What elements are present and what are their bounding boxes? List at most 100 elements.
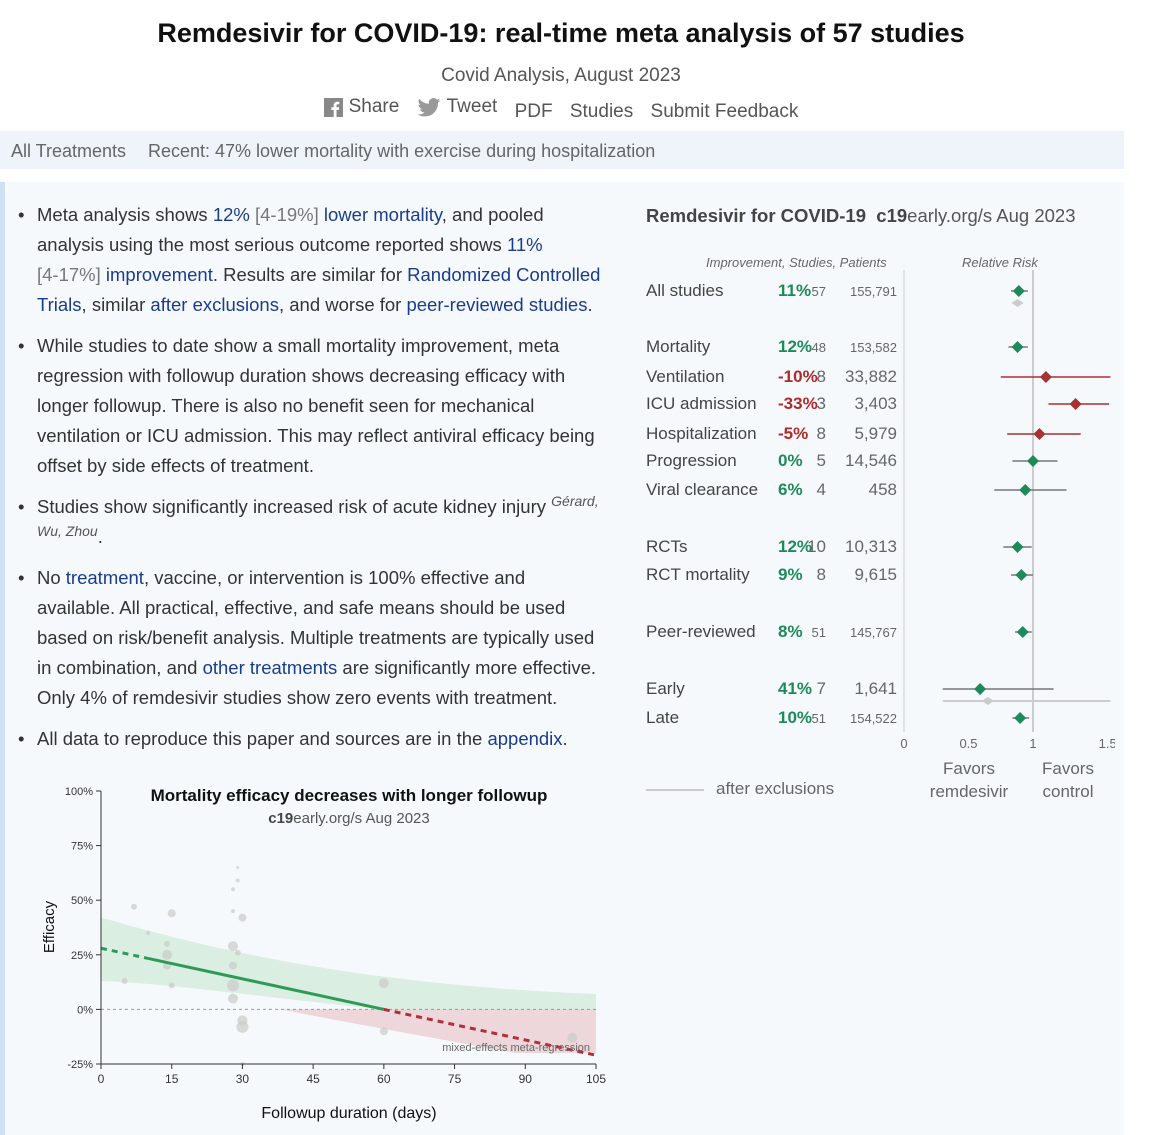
forest-row: ICU admission -33% 3 3,403 [646,394,897,418]
forest-point-marker [1014,712,1027,724]
forest-row-name: All studies [646,281,724,300]
forest-row-studies: 51 [811,625,826,640]
treatment-link[interactable]: treatment [65,567,144,588]
favors-treatment-label: Favors remdesivir [925,757,1013,803]
tweet-label: Tweet [446,96,498,117]
tweet-link[interactable]: Tweet [417,96,498,118]
forest-col-header: Improvement, Studies, Patients [706,255,887,270]
forest-row: RCTs 12% 10 10,313 [646,537,897,561]
key-point-1: Meta analysis shows 12% [4‑19%] lower mo… [18,200,608,320]
y-tick-label: 100% [65,786,93,798]
share-label: Share [348,96,400,117]
x-tick-label: 45 [306,1072,320,1086]
study-point [235,878,240,883]
regression-chart: 100% 75% 50% 25% 0% -25% 0 15 30 45 60 75 90 105 Morta… [41,786,606,1122]
citation-link[interactable]: Gérard, Wu, Zhou [37,492,599,539]
study-point [164,940,170,947]
favors-line: remdesivir [929,782,1009,801]
forest-tick-label: 0.5 [959,736,977,751]
x-axis-label: Followup duration (days) [261,1105,436,1122]
forest-row: Viral clearance 6% 4 458 [646,480,897,504]
exclusions-link[interactable]: after exclusions [150,294,279,315]
forest-row: Mortality 12% 48 153,582 [646,337,897,361]
forest-row-name: RCTs [646,537,688,556]
study-point [236,1020,249,1033]
study-point [162,949,172,960]
forest-row-patients: 153,582 [850,340,897,355]
forest-row-name: Late [646,708,680,727]
rct-link[interactable]: Randomized Controlled Trials [37,264,601,315]
study-point [168,982,175,989]
text: . [562,728,568,749]
forest-row: Hospitalization -5% 8 5,979 [646,424,897,448]
text: , vaccine, or intervention is 100% effec… [37,567,595,678]
y-tick-label: 75% [71,841,93,853]
forest-point-marker [1011,541,1024,553]
x-tick-label: 30 [236,1072,250,1086]
study-point [229,961,237,970]
forest-row-name: Mortality [646,337,711,356]
text: are significantly more effective. Only 4… [37,657,597,708]
forest-row-patients: 145,767 [850,625,897,640]
peer-reviewed-link[interactable]: peer-reviewed studies [406,294,588,315]
study-point [146,930,151,935]
forest-row: Late 10% 51 154,522 [646,708,897,732]
forest-tick-label: 0 [900,736,907,751]
improvement-link[interactable]: improvement [105,264,213,285]
other-treatments-link[interactable]: other treatments [202,657,338,678]
forest-row-pct: -10% [778,367,818,386]
forest-point-marker [1011,341,1024,353]
forest-row: Early 41% 7 1,641 [646,679,897,703]
x-tick-label: 15 [165,1072,179,1086]
y-axis-label: Efficacy [41,900,58,953]
forest-row-pct: 41% [778,679,813,698]
stat-link[interactable]: 12% [212,204,250,225]
feedback-link[interactable]: Submit Feedback [650,100,799,122]
regression-extrapolated-end [383,1007,597,1057]
x-tick-label: 90 [519,1072,533,1086]
study-point [131,903,137,910]
x-tick-label: 105 [586,1072,606,1086]
y-tick-label: -25% [67,1059,93,1071]
forest-point-marker [1019,484,1032,496]
recent-link[interactable]: Recent: 47% lower mortality with exercis… [148,141,656,161]
favors-line: Favors [943,759,995,778]
text: All data to reproduce this paper and sou… [37,728,488,749]
study-point [238,913,247,922]
forest-row-pct: 11% [778,281,812,300]
forest-row-patients: 10,313 [845,537,897,556]
study-point [234,949,241,956]
text: , and pooled analysis using the most ser… [37,204,544,255]
forest-site-bold: c19 [876,205,908,226]
study-point [227,979,239,992]
pdf-link[interactable]: PDF [514,100,553,122]
key-point-2: While studies to date show a small morta… [18,331,608,481]
exclusion-marker [1011,299,1024,307]
header-links: Share Tweet PDF Studies Submit Feedback [0,96,1122,123]
forest-row: Peer-reviewed 8% 51 145,767 [646,622,897,646]
all-treatments-link[interactable]: All Treatments [11,141,127,161]
forest-row-patients: 33,882 [845,367,897,386]
studies-link[interactable]: Studies [569,100,634,122]
exclusion-marker [981,697,994,705]
forest-point-marker [1016,626,1029,638]
y-tick-label: 50% [71,895,93,907]
forest-row-patients: 154,522 [850,711,897,726]
nav-bar: All Treatments Recent: 47% lower mortali… [0,131,1124,169]
study-point [236,865,240,869]
twitter-icon [417,97,440,116]
share-link[interactable]: Share [323,96,400,118]
key-point-5: All data to reproduce this paper and sou… [18,724,608,754]
forest-row: Progression 0% 5 14,546 [646,451,897,475]
study-point [378,978,389,989]
appendix-link[interactable]: appendix [487,728,563,749]
after-exclusions-legend: after exclusions [646,779,834,799]
forest-row-name: Progression [646,451,737,470]
stat-link-2[interactable]: 11% [506,234,543,255]
x-tick-label: 60 [377,1072,391,1086]
forest-row-studies: 4 [816,480,826,499]
lower-mortality-link[interactable]: lower mortality [318,204,442,225]
page-subtitle: Covid Analysis, August 2023 [441,65,681,86]
legend-line [646,788,704,791]
forest-row-pct: 6% [778,480,803,499]
